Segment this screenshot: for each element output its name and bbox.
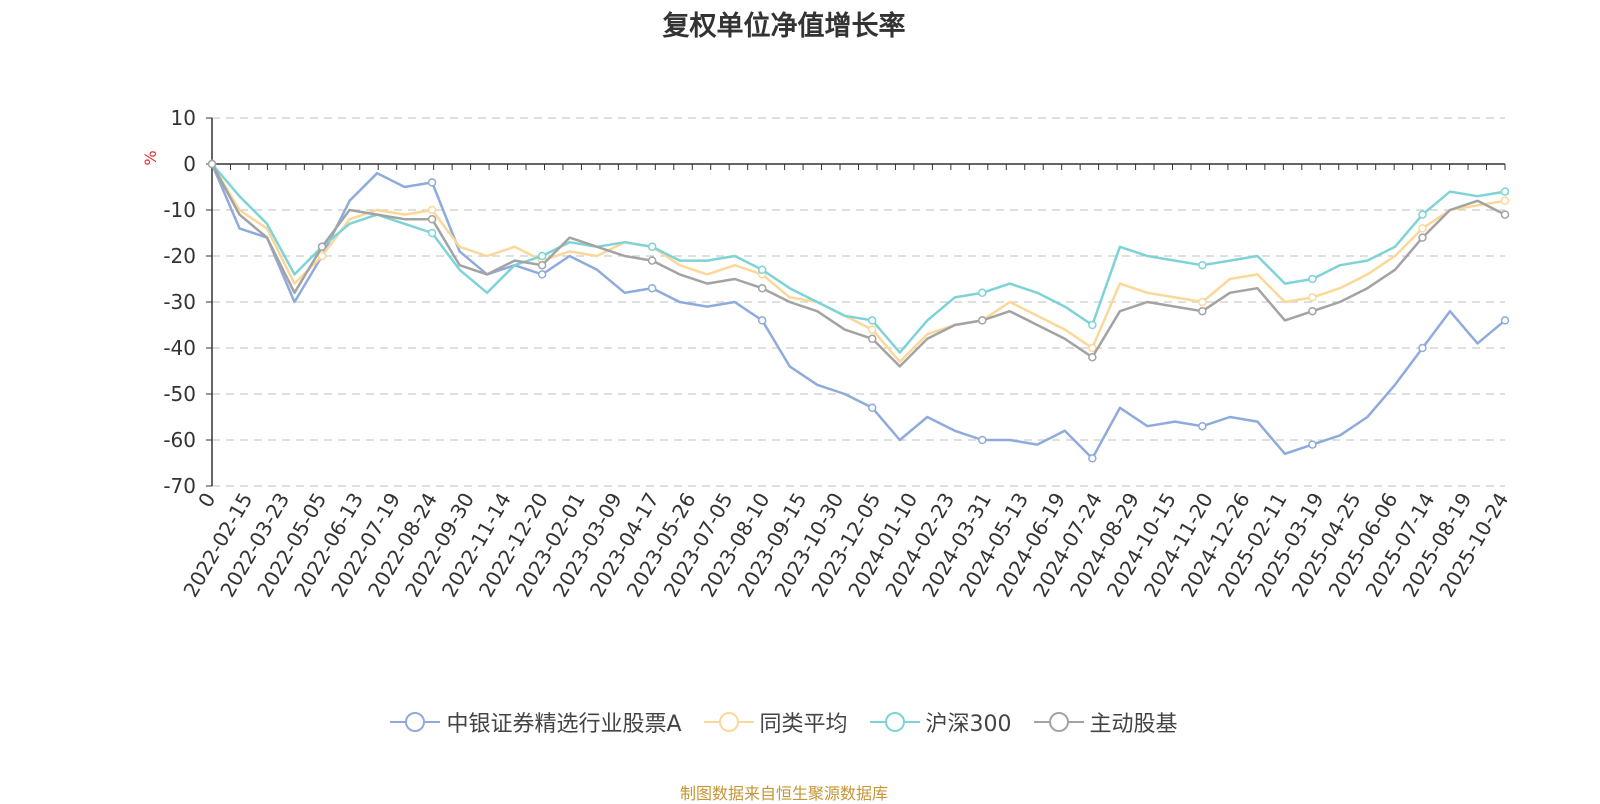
y-tick-label: -40 — [163, 336, 196, 360]
series-point-2 — [978, 288, 987, 298]
series-point-2 — [1418, 210, 1427, 219]
y-tick-label: -20 — [163, 244, 196, 268]
series-point-1 — [1418, 224, 1427, 233]
legend-item[interactable]: 主动股基 — [1033, 706, 1178, 738]
series-point-3 — [317, 242, 327, 252]
legend-label: 中银证券精选行业股票A — [446, 712, 682, 737]
legend-item[interactable]: 沪深300 — [869, 706, 1012, 738]
series-point-1 — [1088, 343, 1097, 353]
series-point-2 — [647, 242, 657, 252]
series-point-3 — [1308, 306, 1317, 316]
chart-title: 复权单位净值增长率 — [662, 11, 906, 42]
series-point-0 — [868, 403, 877, 413]
series-point-2 — [427, 228, 437, 238]
series-point-1 — [1198, 297, 1207, 307]
legend-swatch-icon — [869, 712, 920, 732]
grid-lines — [212, 117, 1505, 487]
series-point-0 — [647, 283, 657, 293]
series-point-0 — [1418, 343, 1427, 353]
series-point-1 — [317, 251, 327, 261]
series-point-3 — [978, 316, 987, 325]
y-tick-label: -30 — [163, 290, 196, 314]
series-point-2 — [1088, 320, 1097, 330]
legend-swatch-icon — [703, 712, 754, 732]
series-point-3 — [537, 260, 547, 270]
series-point-3 — [1500, 210, 1510, 219]
series-line-2 — [211, 163, 1506, 354]
y-tick-label: -50 — [163, 382, 196, 406]
legend-label: 主动股基 — [1089, 712, 1178, 737]
series-line-0 — [210, 163, 1506, 460]
legend-label: 沪深300 — [925, 712, 1012, 737]
series-point-3 — [1088, 352, 1097, 362]
series-point-0 — [1198, 421, 1207, 431]
series-line-1 — [210, 163, 1506, 364]
series-point-3 — [427, 214, 437, 224]
legend-item[interactable]: 同类平均 — [703, 706, 848, 738]
series-point-2 — [757, 265, 767, 275]
series-point-2 — [1500, 187, 1510, 196]
series-point-2 — [868, 316, 877, 325]
y-axis-unit: % — [141, 150, 160, 165]
series-point-2 — [1308, 274, 1317, 284]
series-point-0 — [427, 178, 437, 187]
series-point-0 — [1088, 454, 1097, 463]
series-line-3 — [210, 163, 1506, 368]
series-point-3 — [207, 159, 217, 169]
legend-item[interactable]: 中银证券精选行业股票A — [390, 706, 682, 738]
series-point-1 — [868, 325, 877, 334]
series-point-3 — [1198, 306, 1207, 316]
y-tick-label: -60 — [163, 428, 196, 452]
legend: 中银证券精选行业股票A 同类平均 沪深300 主动股基 — [0, 706, 1568, 738]
x-tick-label: 0 — [193, 489, 220, 512]
source-note: 制图数据来自恒生聚源数据库 — [679, 784, 888, 803]
axes — [206, 117, 1506, 487]
y-tick-label: 10 — [171, 106, 196, 130]
legend-swatch-icon — [1033, 712, 1084, 732]
series-point-2 — [537, 251, 547, 261]
series-point-0 — [537, 270, 547, 279]
series-point-1 — [1500, 196, 1510, 206]
series-point-0 — [1500, 316, 1510, 325]
series-point-1 — [1308, 293, 1317, 302]
series-point-1 — [427, 205, 437, 215]
series-point-0 — [978, 435, 987, 445]
series-point-3 — [1418, 233, 1427, 242]
tick-labels: 100-10-20-30-40-50-60-70%02022-02-152022… — [141, 106, 1513, 601]
y-tick-label: 0 — [183, 152, 196, 176]
series-point-3 — [868, 334, 877, 344]
series-point-2 — [1198, 260, 1207, 270]
legend-swatch-icon — [390, 712, 441, 732]
series-lines — [207, 159, 1510, 463]
series-point-3 — [647, 256, 657, 265]
series-point-3 — [757, 283, 767, 293]
series-point-0 — [757, 316, 767, 325]
y-tick-label: -10 — [163, 198, 196, 222]
series-point-0 — [1308, 440, 1317, 449]
y-tick-label: -70 — [163, 474, 196, 498]
legend-label: 同类平均 — [759, 712, 848, 737]
